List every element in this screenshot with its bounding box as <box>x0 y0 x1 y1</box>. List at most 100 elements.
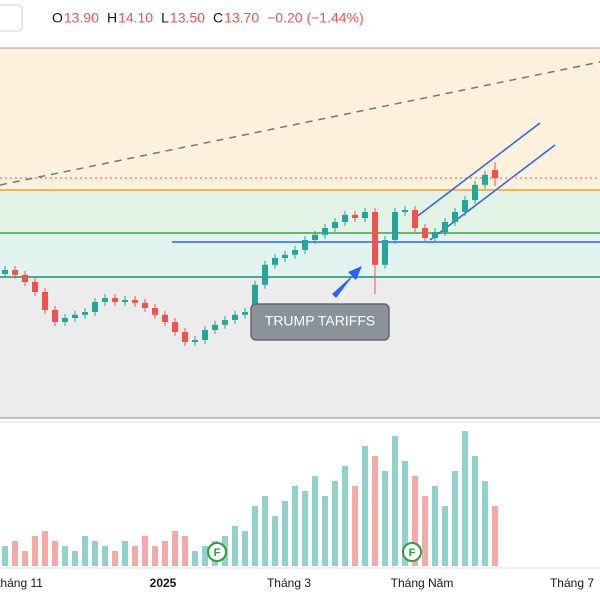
change: −0.20 (−1.44%) <box>267 10 364 26</box>
menu-button[interactable] <box>0 4 23 32</box>
volume-bar <box>122 541 128 566</box>
volume-bar <box>42 531 48 566</box>
ohlc-key: C <box>213 10 223 26</box>
candle-body <box>262 264 268 285</box>
ohlc-key: H <box>107 10 117 26</box>
candle-body <box>362 212 368 218</box>
trend-line <box>0 61 600 186</box>
candle-body <box>22 274 28 282</box>
volume-bar <box>72 551 78 566</box>
candle-body <box>302 240 308 250</box>
arrow <box>332 266 362 298</box>
volume-bar <box>352 486 358 566</box>
candle-body <box>282 254 288 258</box>
candle-body <box>382 240 388 265</box>
candle-body <box>402 210 408 212</box>
candle-body <box>112 298 118 302</box>
volume-bar <box>272 516 278 566</box>
volume-bar <box>312 476 318 566</box>
candle-body <box>432 232 438 238</box>
candle-body <box>472 184 478 200</box>
header-bar <box>0 0 600 38</box>
volume-bar <box>202 546 208 566</box>
candle-body <box>182 332 188 342</box>
marks <box>2 162 498 566</box>
candle-body <box>272 258 278 265</box>
volume-bar <box>492 506 498 566</box>
candle-body <box>172 322 178 332</box>
volume-bar <box>322 496 328 566</box>
candle-body <box>152 308 158 315</box>
volume-bar <box>152 546 158 566</box>
zone-green <box>0 190 600 233</box>
volume-bar <box>52 541 58 566</box>
volume-bar <box>242 531 248 566</box>
volume-bar <box>112 551 118 566</box>
candle-body <box>122 300 128 302</box>
x-tick-label: 2025 <box>150 576 177 590</box>
x-tick-label: tháng 11 <box>0 576 43 590</box>
candle-body <box>252 284 258 312</box>
volume-bar <box>472 456 478 566</box>
volume-bar <box>92 541 98 566</box>
volume-bar <box>442 506 448 566</box>
volume-bar <box>432 486 438 566</box>
candle-body <box>242 312 248 315</box>
ohlc-value: 13.50 <box>170 10 205 26</box>
candle-body <box>82 312 88 315</box>
volume-bar <box>342 466 348 566</box>
volume-bar <box>142 536 148 566</box>
candle-body <box>12 270 18 275</box>
candle-body <box>192 340 198 342</box>
candle-body <box>352 214 358 218</box>
volume-bar <box>402 461 408 566</box>
candle-body <box>462 200 468 212</box>
x-tick-label: Tháng Năm <box>391 576 454 590</box>
volume-bar <box>452 471 458 566</box>
candle-body <box>292 250 298 255</box>
candle-body <box>342 214 348 222</box>
volume-bar <box>262 496 268 566</box>
channel-line <box>429 144 556 241</box>
candle-body <box>52 310 58 322</box>
candle-body <box>442 222 448 232</box>
header: O 13.90 H 14.10 L 13.50 C 13.70 −0.20 (−1.44%) <box>52 10 364 26</box>
candle-body <box>142 302 148 308</box>
volume-bar <box>82 536 88 566</box>
volume-bar <box>302 491 308 566</box>
candle-body <box>392 212 398 240</box>
volume-bar <box>62 546 68 566</box>
zone-teal <box>0 233 600 277</box>
candle-body <box>412 210 418 228</box>
candle-body <box>102 298 108 302</box>
volume-bar <box>422 496 428 566</box>
ohlc-value: 14.10 <box>118 10 153 26</box>
candle-body <box>72 314 78 318</box>
volume-bar <box>292 486 298 566</box>
volume-bar <box>182 536 188 566</box>
annotation: TRUMP TARIFFS <box>265 313 375 329</box>
candle-body <box>482 174 488 185</box>
candle-body <box>422 228 428 238</box>
candle-body <box>322 228 328 235</box>
volume-bar <box>412 476 418 566</box>
candle-body <box>2 270 8 274</box>
volume-bar <box>102 546 108 566</box>
candle-body <box>232 314 238 320</box>
candle-body <box>32 282 38 292</box>
event-label: F <box>214 547 221 559</box>
candle-body <box>212 324 218 330</box>
volume-bar <box>32 536 38 566</box>
zone-gray <box>0 277 600 418</box>
volume-bar <box>332 481 338 566</box>
volume-bar <box>372 456 378 566</box>
volume-bar <box>482 481 488 566</box>
candle-body <box>312 234 318 240</box>
ohlc-value: 13.90 <box>64 10 99 26</box>
event-marker <box>402 542 422 562</box>
candle-body <box>452 212 458 222</box>
volume-bar <box>462 431 468 566</box>
volume-bar <box>132 546 138 566</box>
volume-bar <box>192 551 198 566</box>
